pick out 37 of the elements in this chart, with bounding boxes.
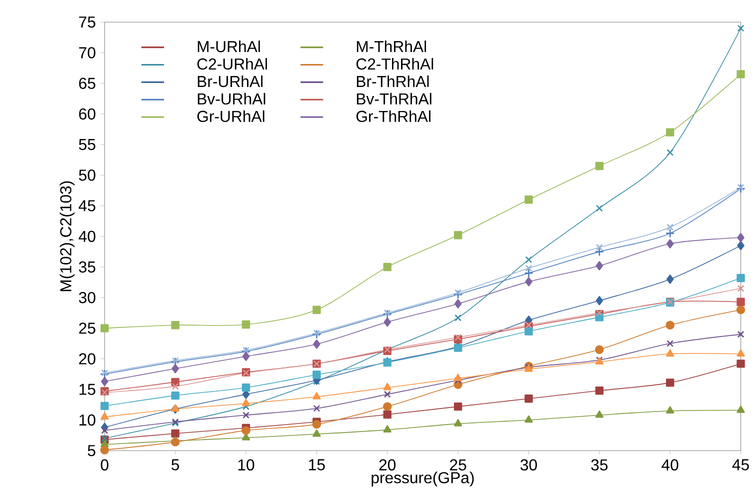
x-tick-label: 35 [591, 459, 608, 471]
y-tick-label: 55 [78, 139, 96, 150]
legend-label: C2-ThRhAl [356, 58, 434, 70]
y-tick-label: 75 [79, 16, 96, 28]
y-tick-label: 50 [78, 170, 96, 181]
y-tick-label: 5 [88, 445, 96, 456]
y-tick-label: 70 [79, 47, 96, 58]
legend-label: M-URhAl [198, 40, 260, 52]
y-tick-label: 25 [79, 322, 96, 334]
legend-label: Bv-ThRhAl [356, 92, 432, 104]
legend-label: Bv-URhAl [198, 92, 266, 105]
x-tick-label: 20 [379, 459, 396, 471]
legend-label: C2-URhAl [197, 58, 267, 70]
x-tick-label: 30 [520, 459, 537, 471]
y-axis-title: M(102),C2(103) [60, 181, 75, 292]
legend-label: Gr-URhAl [197, 110, 264, 122]
y-tick-label: 45 [78, 200, 96, 212]
legend-label: Br-ThRhAl [356, 76, 429, 88]
y-tick-label: 65 [79, 78, 96, 90]
x-tick-label: 10 [238, 459, 254, 471]
x-axis-title: pressure(GPa) [372, 472, 474, 487]
y-tick-label: 60 [79, 108, 96, 120]
y-tick-label: 30 [78, 292, 96, 304]
y-tick-label: 15 [80, 384, 96, 396]
x-tick-label: 40 [662, 459, 678, 471]
y-tick-label: 40 [78, 230, 96, 242]
legend-label: Br-URhAl [198, 76, 263, 88]
x-tick-label: 5 [172, 459, 180, 470]
y-tick-label: 20 [79, 353, 96, 364]
x-tick-label: 45 [732, 459, 749, 470]
legend-label: M-ThRhAl [356, 40, 426, 52]
x-tick-label: 15 [309, 459, 325, 470]
y-tick-label: 35 [78, 261, 96, 273]
x-tick-label: 0 [100, 459, 108, 471]
y-tick-label: 10 [80, 414, 96, 426]
legend-label: Gr-ThRhAl [356, 110, 430, 122]
x-tick-label: 25 [450, 459, 466, 471]
